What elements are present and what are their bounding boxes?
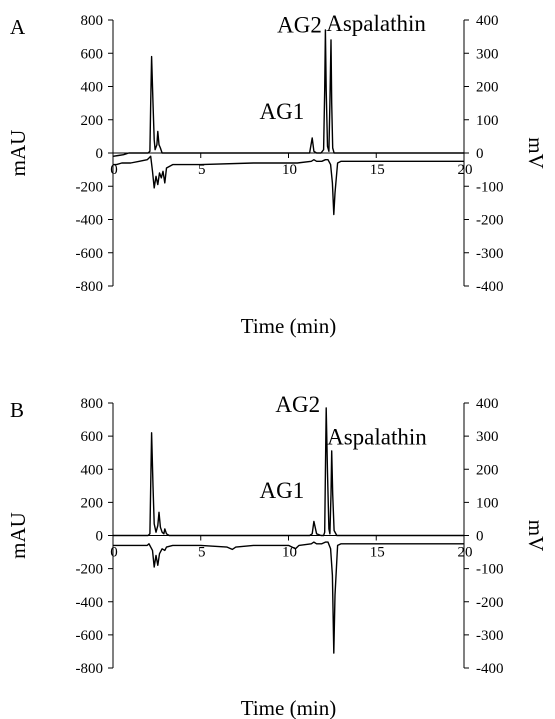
panel-b-annotation-ag2: AG2 [275, 392, 320, 417]
panel-b-left-tick-label: -800 [76, 661, 104, 677]
panel-a-right-tick-label: 0 [476, 146, 484, 162]
panel-b-right-tick-label: -200 [476, 595, 504, 611]
panel-a-left-tick-label: 800 [81, 13, 104, 29]
panel-b-right-tick-label: 200 [476, 462, 499, 478]
panel-a-left-tick-label: -200 [76, 179, 104, 195]
panel-b-left-tick-label: 600 [81, 429, 104, 445]
panel-a-annotation-aspalathin: Aspalathin [326, 11, 426, 36]
panel-a-right-tick-label: 100 [476, 113, 499, 129]
panel-a-x-tick-label: 20 [458, 162, 473, 178]
panel-a-x-tick-label: 15 [370, 162, 385, 178]
panel-a-x-tick-label: 0 [110, 162, 118, 178]
panel-a-right-tick-label: -100 [476, 179, 504, 195]
panel-b-left-tick-label: -600 [76, 628, 104, 644]
panel-b-x-title: Time (min) [241, 696, 336, 719]
panel-b-left-tick-label: 200 [81, 495, 104, 511]
panel-b-trace-mv [113, 541, 464, 654]
panel-b-label: B [10, 398, 24, 422]
panel-b-x-tick-label: 10 [282, 545, 297, 561]
panel-a-left-tick-label: 400 [81, 80, 104, 96]
panel-b-x-tick-label: 0 [110, 545, 118, 561]
panel-a-right-tick-label: 400 [476, 13, 499, 29]
panel-b-y-left-title: mAU [6, 512, 30, 559]
panel-a-right-tick-label: -300 [476, 246, 504, 262]
panel-a-y-right-title: mV [524, 137, 548, 169]
panel-b-left-tick-label: 400 [81, 462, 104, 478]
panel-b-left-tick-label: 800 [81, 396, 104, 412]
panel-a-right-tick-label: -200 [476, 213, 504, 229]
panel-a-trace-mv [113, 155, 464, 216]
panel-b-left-tick-label: 0 [96, 529, 104, 545]
panel-a-left-tick-label: -800 [76, 279, 104, 295]
panel-a-trace-mau [112, 29, 464, 157]
panel-a-x-tick-label: 5 [198, 162, 206, 178]
panel-b-x-tick-label: 20 [458, 545, 473, 561]
panel-b-y-right-title: mV [524, 520, 548, 552]
panel-b-right-tick-label: 100 [476, 495, 499, 511]
panel-a-left-tick-label: 0 [96, 146, 104, 162]
panel-b-right-tick-label: -300 [476, 628, 504, 644]
panel-b-right-tick-label: -400 [476, 661, 504, 677]
panel-b-x-tick-label: 5 [198, 545, 206, 561]
panel-b-right-tick-label: 300 [476, 429, 499, 445]
panel-b-right-tick-label: 400 [476, 396, 499, 412]
panel-b-trace-mau [113, 407, 464, 537]
panel-b-right-tick-label: 0 [476, 529, 484, 545]
panel-a-annotation-ag1: AG1 [260, 99, 305, 124]
panel-a-left-tick-label: 200 [81, 113, 104, 129]
panel-a-annotation-ag2: AG2 [277, 12, 322, 37]
panel-b-annotation-ag1: AG1 [260, 478, 305, 503]
panel-a-label: A [10, 15, 26, 39]
panel-a-left-tick-label: 600 [81, 46, 104, 62]
panel-a-x-tick-label: 10 [282, 162, 297, 178]
panel-b-left-tick-label: -200 [76, 562, 104, 578]
panel-b-annotation-aspalathin: Aspalathin [327, 424, 427, 449]
panel-a-y-left-title: mAU [6, 130, 30, 177]
panel-b-x-tick-label: 15 [370, 545, 385, 561]
panel-a-right-tick-label: -400 [476, 279, 504, 295]
panel-a-right-tick-label: 300 [476, 46, 499, 62]
panel-b-left-tick-label: -400 [76, 595, 104, 611]
panel-a-x-title: Time (min) [241, 314, 336, 338]
panel-a-right-tick-label: 200 [476, 80, 499, 96]
panel-a-left-tick-label: -400 [76, 213, 104, 229]
panel-a-left-tick-label: -600 [76, 246, 104, 262]
panel-b-right-tick-label: -100 [476, 562, 504, 578]
